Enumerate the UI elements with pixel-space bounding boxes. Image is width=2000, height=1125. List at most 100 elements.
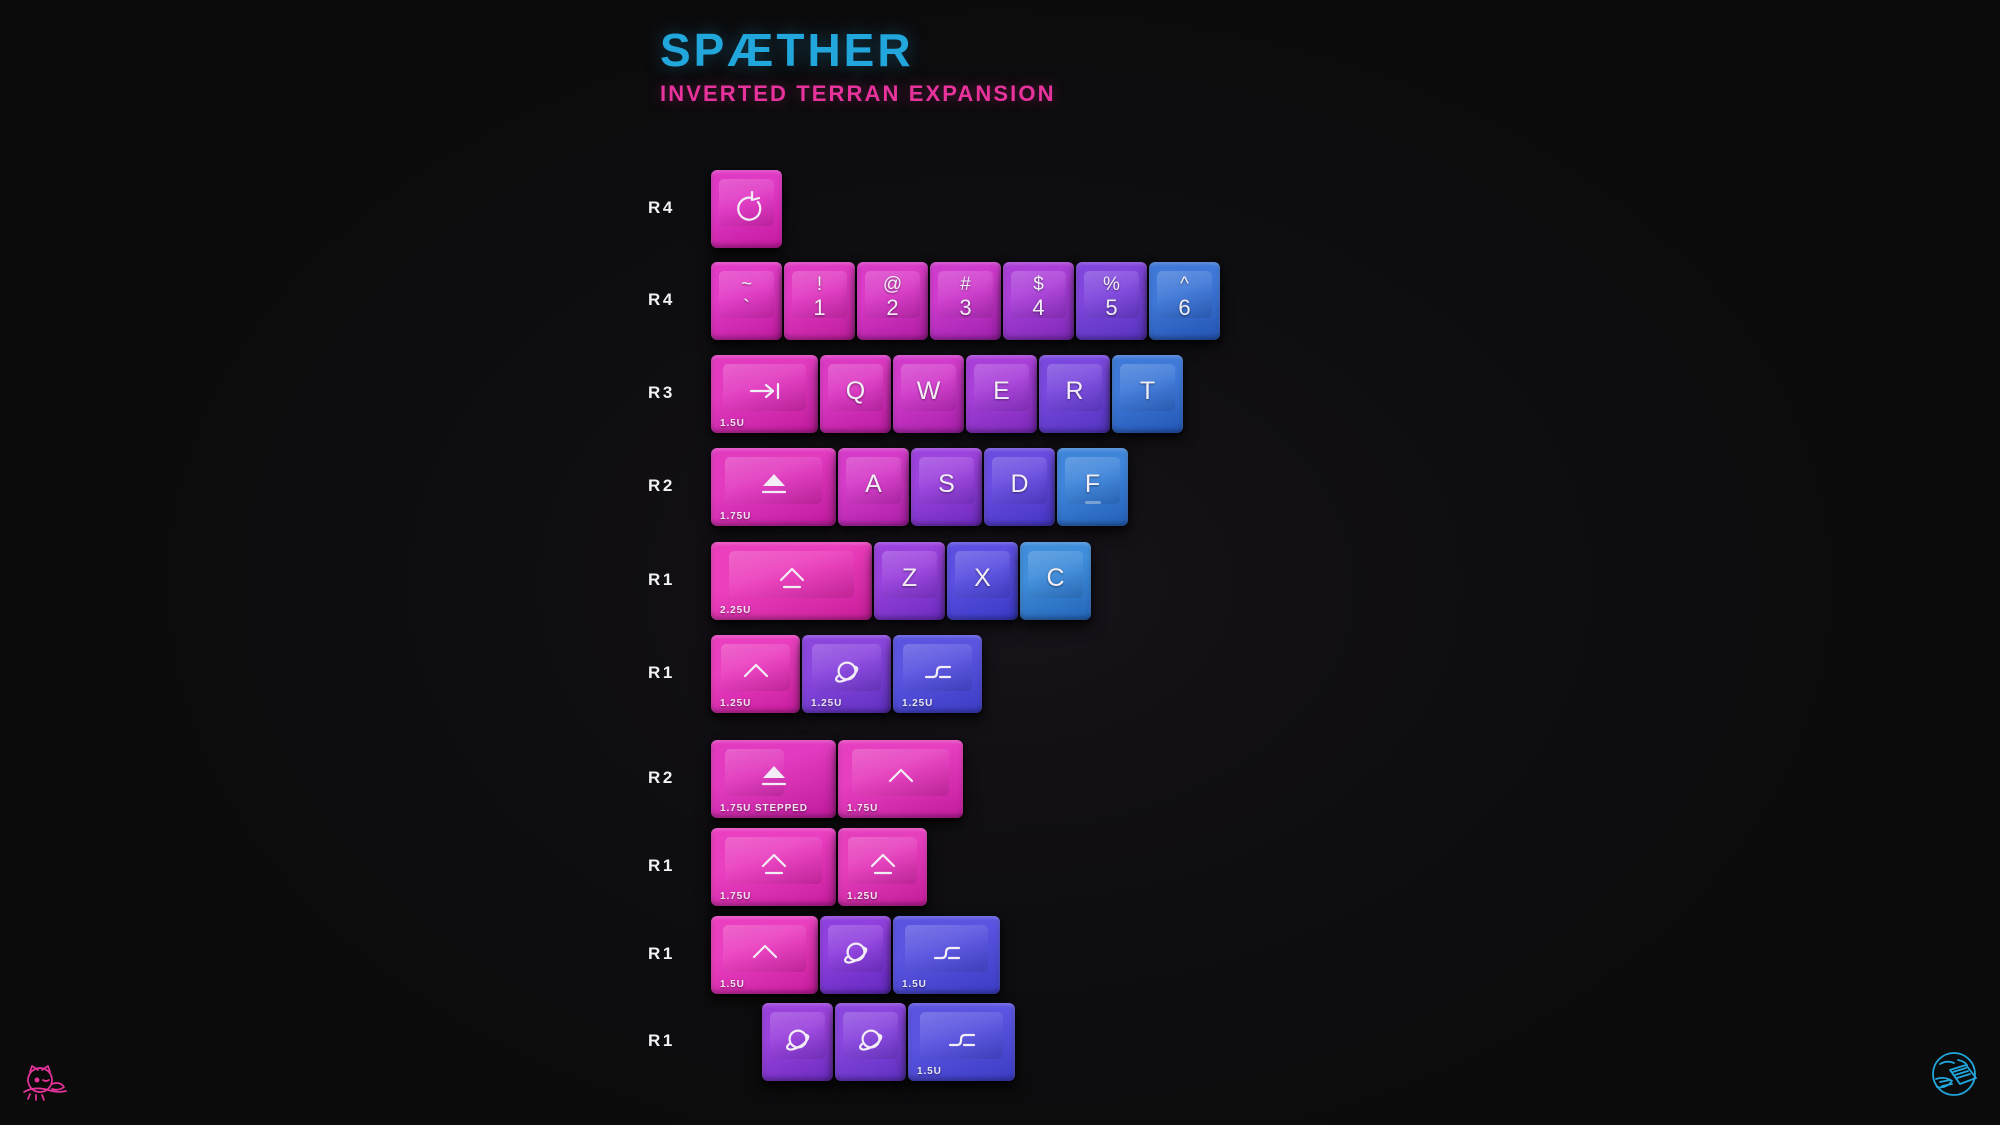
keycap-primary-legend: D [1010,469,1029,498]
keycap[interactable]: $4 [1003,262,1074,340]
keycap-legend: ! 1 [784,262,855,340]
escape-loop-icon [730,189,764,223]
row-label: R1 [648,856,675,875]
page-subtitle: INVERTED TERRAN EXPANSION [660,81,1056,107]
keycap[interactable]: C [1020,542,1091,620]
bongo-cat-logo [18,1056,74,1107]
alt-step-icon [923,659,953,683]
keycap[interactable]: @2 [857,262,928,340]
keycap-legend: % 5 [1076,262,1147,340]
keycap[interactable]: ! 1 [784,262,855,340]
shift-up-bar-icon [760,851,788,877]
keycap[interactable]: S [911,448,982,526]
keycap[interactable] [762,1003,833,1081]
keycap-primary-legend: Z [901,563,918,592]
keycap-shift-legend: ^ [1180,274,1189,296]
keycap[interactable]: Z [874,542,945,620]
keycap[interactable]: ^ 6 [1149,262,1220,340]
alt-step-icon [932,940,962,964]
row-label: R3 [648,383,675,402]
keycap[interactable]: E [966,355,1037,433]
row-label: R4 [648,290,675,309]
keycap-legend [835,1003,906,1081]
keycap-primary-legend: 4 [1032,295,1045,321]
alt-step-icon [947,1027,977,1051]
keycap-legend [762,1003,833,1081]
keycap-size-label: 1.25U [720,698,752,709]
keycap-row [711,170,784,248]
keycap-shift-legend: # [960,274,971,296]
keycap-primary-legend: E [993,376,1010,405]
keycap[interactable]: 1.25U [711,635,800,713]
keycap-primary-legend: Q [845,376,866,405]
keycap[interactable]: 1.75U [711,828,836,906]
keycap-size-label: 2.25U [720,605,752,616]
keycap[interactable]: 1.5U [711,355,818,433]
keycap-legend [838,740,963,818]
keycap-legend: C [1020,542,1091,620]
keycap-legend [711,740,836,818]
keycap-primary-legend: F [1084,469,1101,498]
keycap-row: 1.75U A S D F [711,448,1130,526]
keycap[interactable] [835,1003,906,1081]
keycap[interactable]: R [1039,355,1110,433]
keycap[interactable]: 1.75U [838,740,963,818]
keycap-legend [908,1003,1015,1081]
keycap-shift-legend: % [1103,274,1120,296]
keycap[interactable]: X [947,542,1018,620]
keycap-legend: Z [874,542,945,620]
super-planet-icon [857,1025,885,1053]
row-label: R2 [648,476,675,495]
keycap-row: 2.25U Z X C [711,542,1093,620]
super-planet-icon [784,1025,812,1053]
keycap[interactable]: 1.5U [711,916,818,994]
keycap[interactable]: % 5 [1076,262,1147,340]
keycap[interactable]: T [1112,355,1183,433]
keycap[interactable]: #3 [930,262,1001,340]
keycap-size-label: 1.25U [811,698,843,709]
keycap[interactable] [711,170,782,248]
keycap-legend [711,916,818,994]
keycap-size-label: 1.25U [847,891,879,902]
keycap-shift-legend: ! [816,274,823,296]
keycap-legend: F [1057,448,1128,526]
keycap-primary-legend: 3 [959,295,972,321]
keycap-row: 1.75U STEPPED 1.75U [711,740,965,818]
keycap[interactable]: 1.25U [838,828,927,906]
keycap[interactable]: 1.25U [802,635,891,713]
keycap-legend: X [947,542,1018,620]
keycap-legend: R [1039,355,1110,433]
keycap-legend [711,170,782,248]
keycap[interactable]: D [984,448,1055,526]
keycap[interactable]: A [838,448,909,526]
keycap-legend: @2 [857,262,928,340]
keycap[interactable]: W [893,355,964,433]
keycap-legend: E [966,355,1037,433]
keycap-shift-legend: @ [882,274,903,296]
keycap[interactable]: 2.25U [711,542,872,620]
keycap[interactable] [820,916,891,994]
keycap-legend [711,542,872,620]
super-planet-icon [842,938,870,966]
keycap[interactable]: F [1057,448,1128,526]
keycap-size-label: 1.75U STEPPED [720,803,808,814]
keycap-shift-legend: $ [1033,274,1044,296]
header: SPÆTHER INVERTED TERRAN EXPANSION [660,26,1056,107]
keycap-row: 1.75U 1.25U [711,828,929,906]
keycap-legend: W [893,355,964,433]
keycap[interactable]: 1.5U [893,916,1000,994]
shift-up-bar-icon [778,565,806,591]
keycap[interactable]: Q [820,355,891,433]
keycap[interactable]: 1.5U [908,1003,1015,1081]
keycap[interactable]: 1.75U STEPPED [711,740,836,818]
keycap[interactable]: ~ ` [711,262,782,340]
keycap-legend [802,635,891,713]
ctrl-chevron-icon [742,660,770,682]
keycap-legend [820,916,891,994]
keycap-primary-legend: T [1139,376,1156,405]
keycap-legend: T [1112,355,1183,433]
homing-bar [1084,501,1101,504]
keycap[interactable]: 1.75U [711,448,836,526]
keycap[interactable]: 1.25U [893,635,982,713]
